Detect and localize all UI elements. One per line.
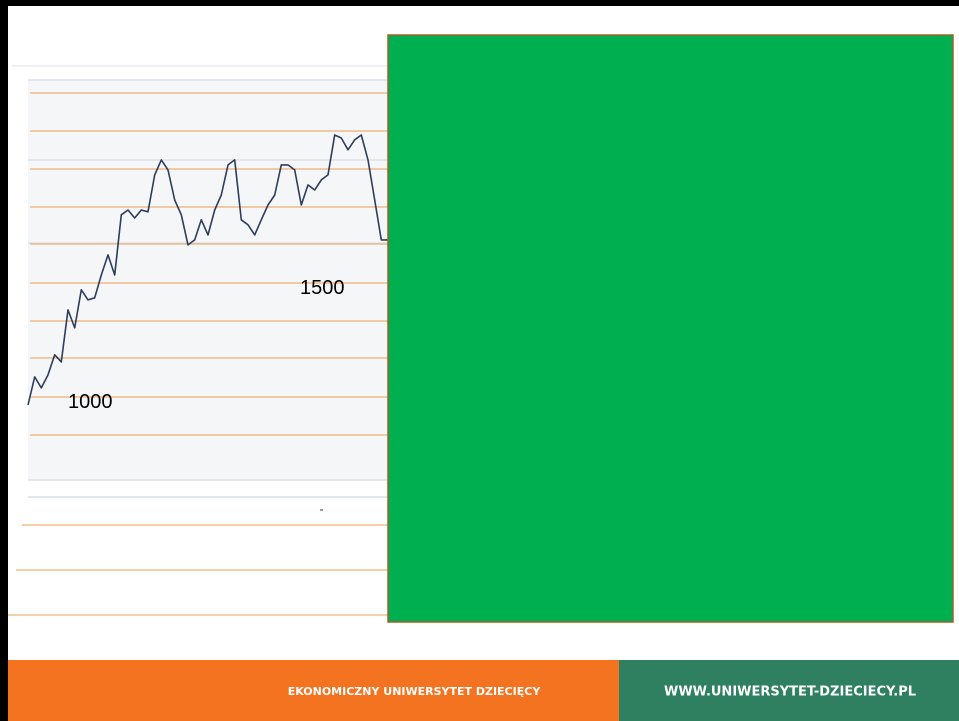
gray-lines bbox=[28, 79, 388, 498]
tick-label: 1000 bbox=[68, 391, 113, 413]
plot-background bbox=[28, 80, 388, 480]
green-box bbox=[387, 34, 954, 623]
footer-left bbox=[8, 660, 619, 721]
footer-right bbox=[619, 660, 959, 721]
plot: 1000 1500 bbox=[27, 134, 388, 413]
data-line bbox=[27, 134, 388, 406]
footer-left-text: EKONOMICZNY UNIWERSYTET DZIECIĘCY bbox=[288, 685, 542, 698]
divider bbox=[12, 65, 390, 67]
tick-label: 1500 bbox=[300, 277, 345, 299]
footer-right-text: WWW.UNIWERSYTET-DZIECIECY.PL bbox=[664, 685, 916, 700]
